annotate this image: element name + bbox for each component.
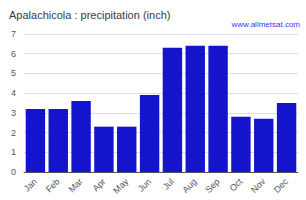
svg-text:2: 2 [11,128,16,138]
svg-text:Dec: Dec [272,176,291,195]
svg-text:Mar: Mar [67,176,85,194]
svg-text:3: 3 [11,108,16,118]
svg-text:Nov: Nov [249,176,268,195]
svg-text:Oct: Oct [227,176,244,193]
svg-text:Apr: Apr [90,176,107,193]
svg-text:0: 0 [11,167,16,177]
svg-text:5: 5 [11,68,16,78]
svg-text:Aug: Aug [180,176,198,194]
svg-text:4: 4 [11,88,16,98]
svg-text:Jan: Jan [22,176,39,193]
svg-text:Feb: Feb [44,176,62,194]
svg-text:Sep: Sep [203,176,221,194]
svg-text:1: 1 [11,147,16,157]
svg-text:7: 7 [11,29,16,39]
svg-text:www.allmetsat.com: www.allmetsat.com [231,20,301,29]
svg-text:Jul: Jul [161,176,176,191]
svg-text:May: May [111,176,130,195]
svg-text:Apalachicola : precipitation (: Apalachicola : precipitation (inch) [9,9,170,21]
svg-text:Jun: Jun [136,176,153,193]
svg-text:6: 6 [11,49,16,59]
